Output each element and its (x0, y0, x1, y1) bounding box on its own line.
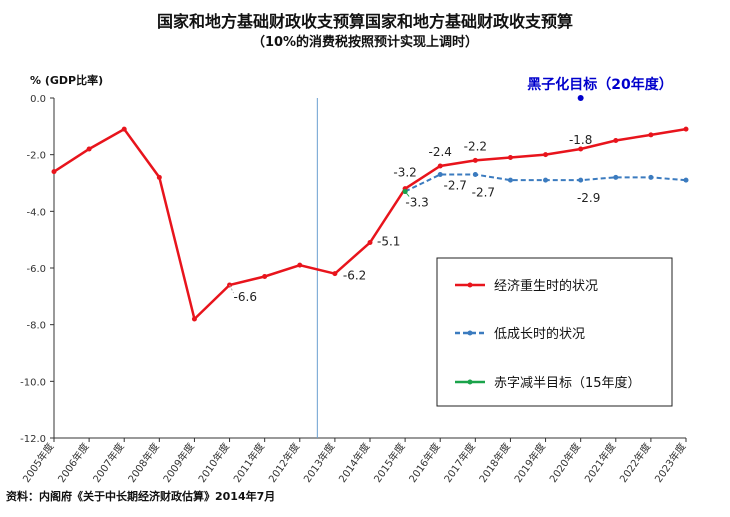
series-point-0 (648, 132, 654, 138)
series-point-0 (332, 271, 338, 277)
y-tick-label: -12.0 (20, 434, 46, 445)
leader-line (229, 284, 235, 294)
y-tick-label: -4.0 (26, 207, 46, 218)
x-tick-label: 2014年度 (336, 440, 373, 485)
series-point-1 (543, 177, 549, 183)
series-point-0 (578, 146, 584, 152)
data-label: -5.1 (377, 235, 400, 249)
legend-marker-2 (467, 379, 473, 385)
data-label: -2.9 (577, 191, 600, 205)
series-point-1 (472, 172, 478, 177)
x-tick-label: 2010年度 (195, 440, 232, 485)
series-point-0 (507, 155, 513, 160)
leader-line (404, 191, 410, 197)
chart-subtitle: （10%的消费税按照预计实现上调时） (251, 35, 479, 50)
y-tick-label: -8.0 (26, 321, 46, 332)
x-tick-label: 2020年度 (546, 440, 583, 485)
series-point-0 (543, 152, 549, 158)
y-tick-label: -10.0 (20, 377, 46, 388)
y-tick-label: -2.0 (26, 151, 46, 162)
x-tick-label: 2017年度 (441, 440, 478, 485)
legend-label: 经济重生时的状况 (494, 278, 598, 294)
series-point-0 (297, 262, 303, 268)
legend-label: 低成长时的状况 (494, 326, 585, 342)
series-point-0 (613, 138, 619, 143)
legend-marker-1 (467, 330, 473, 336)
series-point-0 (86, 146, 92, 152)
series-point-0 (367, 240, 373, 245)
series-point-1 (613, 174, 619, 180)
x-tick-label: 2007年度 (90, 440, 127, 485)
x-tick-label: 2013年度 (301, 440, 338, 485)
target-point (577, 95, 584, 101)
data-label: -3.2 (393, 166, 416, 180)
legend-label: 赤字减半目标（15年度） (494, 375, 641, 391)
data-label: -3.3 (405, 196, 428, 210)
x-tick-label: 2015年度 (371, 440, 408, 485)
series-point-1 (437, 172, 443, 177)
y-axis-title: % (GDP比率) (30, 73, 103, 87)
data-label: -2.7 (444, 179, 467, 193)
x-tick-label: 2009年度 (160, 440, 197, 485)
x-tick-label: 2016年度 (406, 440, 443, 485)
x-tick-label: 2021年度 (582, 440, 619, 485)
data-label: -1.8 (569, 133, 592, 147)
series-point-0 (472, 157, 478, 163)
series-point-0 (51, 169, 57, 175)
y-tick-label: -6.0 (26, 264, 46, 275)
data-label: -6.2 (343, 269, 366, 283)
series-point-1 (578, 177, 584, 183)
series-point-0 (262, 274, 268, 279)
target-label: 黑子化目标（20年度） (527, 76, 672, 93)
x-tick-label: 2022年度 (617, 440, 654, 485)
data-label: -6.6 (234, 290, 257, 304)
x-tick-label: 2005年度 (20, 440, 57, 485)
series-point-1 (507, 177, 513, 183)
y-tick-label: 0.0 (30, 94, 46, 105)
series-point-0 (191, 316, 197, 322)
x-tick-label: 2011年度 (230, 440, 267, 485)
series-point-0 (683, 126, 689, 132)
series-point-0 (121, 126, 127, 132)
data-label: -2.4 (429, 145, 452, 159)
series-point-0 (437, 163, 443, 169)
legend-marker-0 (467, 282, 473, 288)
series-point-0 (156, 174, 162, 180)
x-tick-label: 2006年度 (55, 440, 92, 485)
x-tick-label: 2023年度 (652, 440, 689, 485)
data-label: -2.7 (472, 186, 495, 200)
x-tick-label: 2012年度 (266, 440, 303, 485)
series-point-1 (683, 177, 689, 183)
chart-title: 国家和地方基础财政收支预算国家和地方基础财政收支预算 (156, 12, 573, 31)
source-note: 资料：内阁府《关于中长期经济财政估算》2014年7月 (6, 490, 276, 503)
x-tick-label: 2019年度 (511, 440, 548, 485)
series-point-1 (648, 174, 654, 180)
x-tick-label: 2018年度 (476, 440, 513, 485)
x-tick-label: 2008年度 (125, 440, 162, 485)
data-label: -2.2 (464, 139, 487, 153)
